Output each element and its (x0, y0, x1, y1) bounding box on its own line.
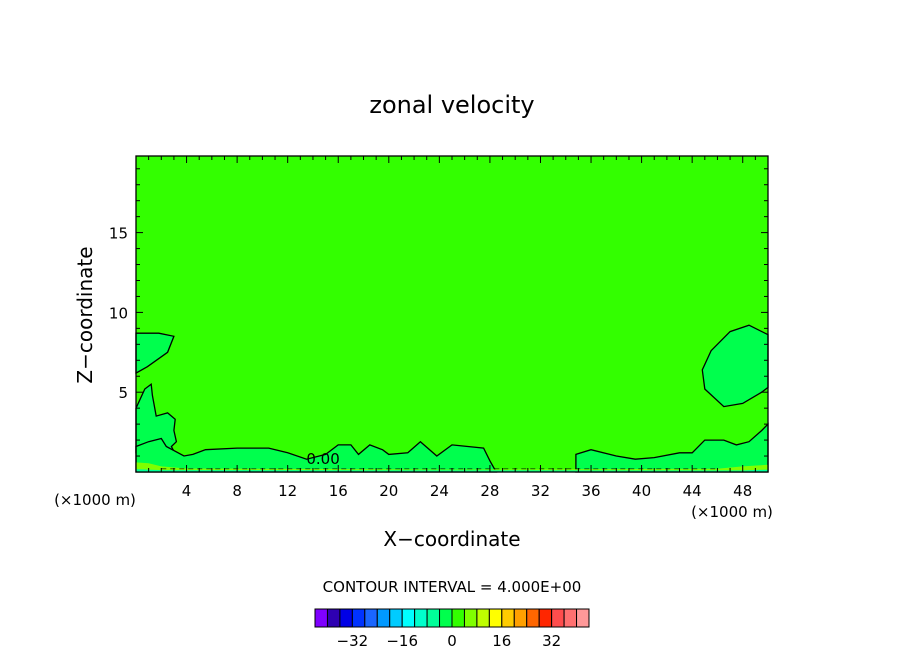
colorbar-swatch (414, 608, 428, 628)
contour-label: 0.00 (306, 450, 339, 468)
colorbar-swatch (563, 608, 578, 628)
colorbar-swatch (326, 608, 341, 628)
contour-region-bottom-warm-layer (136, 462, 768, 472)
chart-title: zonal velocity (369, 91, 534, 119)
colorbar-tick-label: 0 (447, 632, 457, 650)
colorbar-swatch (513, 608, 528, 628)
colorbar-tick-label: 32 (542, 632, 561, 650)
colorbar-swatch (501, 608, 515, 628)
x-tick-label: 8 (232, 482, 242, 500)
x-tick-label: 16 (329, 482, 348, 500)
colorbar-swatch (451, 608, 465, 628)
x-tick-label: 28 (480, 482, 499, 500)
y-tick-label: 10 (109, 304, 128, 322)
contour-region-bottom-strip (135, 437, 498, 473)
colorbar-tick-label: −16 (386, 632, 418, 650)
x-tick-label: 44 (683, 482, 702, 500)
colorbar-swatch (538, 608, 553, 628)
contour-region-right-lobe (701, 324, 769, 408)
x-tick-label: 48 (733, 482, 752, 500)
colorbar-tick-label: −32 (337, 632, 369, 650)
x-axis-unit: (×1000 m) (54, 491, 136, 509)
y-tick-label: 5 (118, 384, 128, 402)
colorbar-swatch (364, 608, 378, 628)
colorbar-swatch (476, 608, 490, 628)
colorbar: −32 −16 0 16 32 (314, 608, 590, 650)
x-tick-label: 36 (581, 482, 600, 500)
colorbar-swatch (389, 608, 403, 628)
colorbar-swatch (401, 608, 416, 628)
colorbar-swatch (376, 608, 391, 628)
contour-fill-background (136, 156, 768, 472)
colorbar-swatch (426, 608, 441, 628)
x-tick-label: 12 (278, 482, 297, 500)
contour-region-bottom-right-strip (575, 422, 769, 473)
contour-interval-text: CONTOUR INTERVAL = 4.000E+00 (323, 578, 582, 596)
x-tick-label: 4 (182, 482, 192, 500)
x-axis-label: X−coordinate (383, 527, 520, 551)
x-tick-label: 24 (430, 482, 449, 500)
x-tick-label: 40 (632, 482, 651, 500)
x-tick-label: 20 (379, 482, 398, 500)
colorbar-tick-label: 16 (492, 632, 511, 650)
colorbar-swatch (339, 608, 353, 628)
colorbar-swatch (314, 608, 328, 628)
x-tick-label: 32 (531, 482, 550, 500)
colorbar-swatch (551, 608, 565, 628)
y-tick-label: 15 (109, 225, 128, 243)
colorbar-swatch (526, 608, 540, 628)
z-axis-unit: (×1000 m) (691, 503, 773, 521)
colorbar-swatch (488, 608, 503, 628)
colorbar-swatch (351, 608, 366, 628)
colorbar-swatch (576, 608, 590, 628)
colorbar-swatch (463, 608, 478, 628)
colorbar-swatch (439, 608, 453, 628)
y-axis-label: Z−coordinate (73, 246, 97, 383)
